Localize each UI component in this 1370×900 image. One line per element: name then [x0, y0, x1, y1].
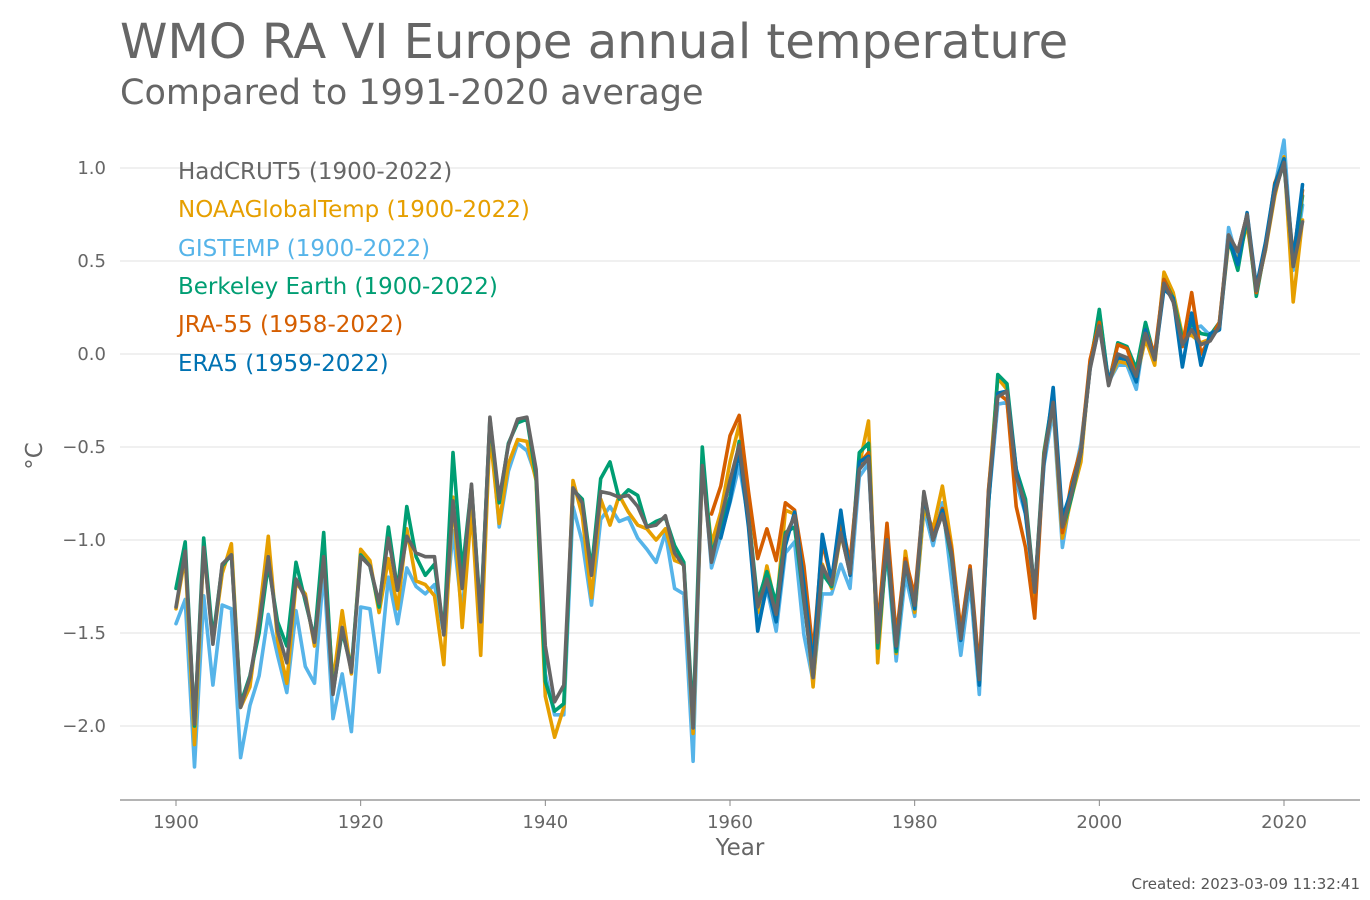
legend-item-hadcrut5: HadCRUT5 (1900-2022) [178, 159, 452, 185]
y-tick-label: 0.0 [77, 344, 106, 365]
x-tick-label: 1960 [707, 812, 753, 833]
y-tick-label: 1.0 [77, 158, 106, 179]
series-line-hadcrut5 [174, 160, 1305, 730]
legend-item-jra55: JRA-55 (1958-2022) [176, 312, 403, 338]
chart-subtitle: Compared to 1991-2020 average [120, 73, 704, 113]
legend-item-gistemp: GISTEMP (1900-2022) [178, 236, 430, 262]
series-lines [174, 138, 1305, 769]
y-tick-label: −1.0 [62, 530, 106, 551]
y-tick-label: −0.5 [62, 437, 106, 458]
x-tick-label: 1900 [153, 812, 199, 833]
y-tick-label: −1.5 [62, 623, 106, 644]
legend: HadCRUT5 (1900-2022) NOAAGlobalTemp (190… [176, 159, 530, 377]
x-tick-label: 2000 [1076, 812, 1122, 833]
x-tick-label: 1920 [338, 812, 384, 833]
x-axis-ticks: 1900 1920 1940 1960 1980 2000 2020 [153, 800, 1307, 833]
y-tick-label: 0.5 [77, 251, 106, 272]
legend-item-noaaglobaltemp: NOAAGlobalTemp (1900-2022) [178, 197, 530, 223]
legend-item-berkeley-earth: Berkeley Earth (1900-2022) [178, 274, 498, 300]
y-tick-label: −2.0 [62, 716, 106, 737]
x-tick-label: 1940 [522, 812, 568, 833]
y-axis-ticks: 1.0 0.5 0.0 −0.5 −1.0 −1.5 −2.0 [62, 158, 106, 737]
y-axis-title: °C [22, 442, 48, 470]
created-timestamp: Created: 2023-03-09 11:32:41 [1132, 875, 1361, 893]
chart-title: WMO RA VI Europe annual temperature [120, 14, 1068, 70]
x-tick-label: 1980 [892, 812, 938, 833]
x-axis-title: Year [715, 835, 765, 861]
legend-item-era5: ERA5 (1959-2022) [178, 351, 389, 377]
x-tick-label: 2020 [1261, 812, 1307, 833]
